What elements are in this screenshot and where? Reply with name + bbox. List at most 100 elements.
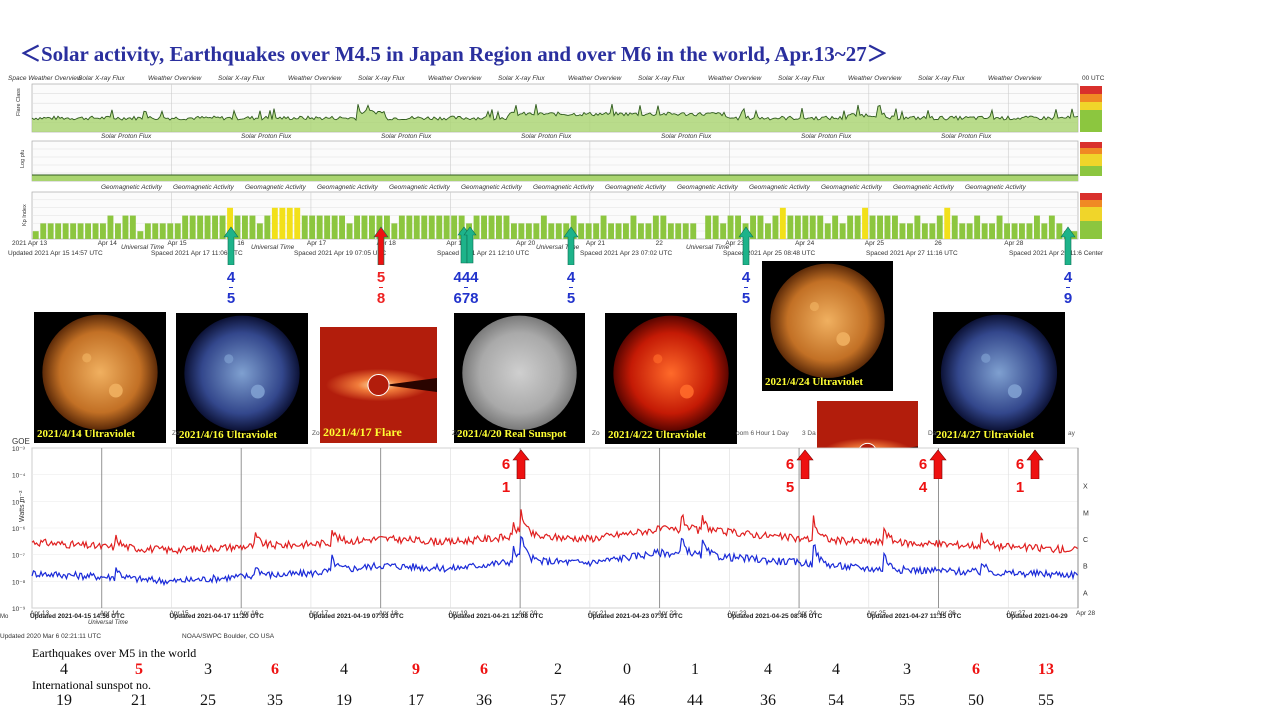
kp-bar [802, 215, 809, 239]
kp-bar [615, 223, 622, 239]
kp-bar [458, 215, 465, 239]
kp-bar [981, 223, 988, 239]
kp-bar [62, 223, 69, 239]
overview-date-tick: Apr 21 [586, 240, 606, 247]
kp-bar [966, 223, 973, 239]
upper-arrow-separator [569, 287, 573, 288]
kp-bar [705, 215, 712, 239]
goes-x-tick: Apr 23 [727, 610, 747, 617]
goes-zoom-control: Da [928, 430, 937, 437]
xray-scale-swatch [1080, 110, 1102, 132]
kp-bar [944, 207, 951, 239]
goes-series-line [31, 535, 1078, 587]
kp-bar [77, 223, 84, 239]
overview-date-tick: 22 [656, 240, 664, 247]
goes-label: GOE [12, 437, 30, 446]
upper-arrow-separator [229, 287, 233, 288]
overview-date-tick: Apr 24 [795, 240, 815, 247]
kp-bar [839, 223, 846, 239]
goes-y-label: Watts m⁻² [19, 490, 26, 522]
goes-footer-noaa: NOAA/SWPC Boulder, CO USA [182, 633, 275, 640]
kp-bar [1004, 223, 1010, 239]
earthquake-row-label: Earthquakes over M5 in the world [32, 646, 197, 660]
kp-bar [443, 215, 450, 239]
goes-x-tick: Apr 28 [1076, 610, 1096, 617]
upper-arrow-top-number: 444 [453, 269, 479, 286]
kp-bar [421, 215, 428, 239]
overview-header-label: Solar X-ray Flux [918, 75, 965, 82]
kp-bar [608, 223, 614, 239]
kp-bar [518, 223, 525, 239]
overview-header-label: Weather Overview [568, 75, 623, 82]
kp-bar [107, 215, 114, 239]
goes-x-tick: Apr 15 [169, 610, 189, 617]
flare-arrow-top-number: 6 [918, 456, 928, 473]
kp-bar [772, 215, 779, 239]
sunspot-number: 36 [476, 692, 492, 709]
proton-scale-swatch [1080, 166, 1102, 176]
overview-universal-time: Universal Time [536, 244, 580, 251]
proton-flux-label: Solar Proton Flux [381, 133, 432, 140]
upper-arrow-top-number: 4 [226, 269, 236, 286]
kp-bar [481, 215, 487, 239]
goes-zoom-control: 3 Da [802, 430, 816, 437]
kp-bar [563, 223, 570, 239]
goes-updated-label: Updated 2021-04-17 11:20 UTC [170, 613, 265, 620]
kp-bar [204, 215, 211, 239]
kp-bar [959, 223, 966, 239]
kp-bar [690, 223, 697, 239]
earthquake-count: 6 [480, 661, 488, 678]
kp-bar [929, 223, 936, 239]
overview-date-tick: 2021 Apr 13 [12, 240, 47, 247]
upper-arrow-separator [1066, 287, 1070, 288]
goes-y-tick: 10⁻⁹ [12, 606, 26, 613]
kp-bar [720, 223, 727, 239]
kp-bar [862, 207, 868, 239]
kp-bar [47, 223, 54, 239]
flare-arrow-bottom-number: 5 [785, 479, 795, 496]
kp-bar [623, 223, 629, 239]
proton-flux-box [31, 140, 1079, 182]
proton-flux-label: Solar Proton Flux [241, 133, 292, 140]
overview-header-label: Weather Overview [428, 75, 483, 82]
kp-scale-swatch [1080, 207, 1102, 214]
kp-bar [585, 223, 592, 239]
flare-arrow-bottom-number: 1 [501, 479, 511, 496]
flare-arrow-bottom-number: 4 [918, 479, 928, 496]
kp-bar [936, 215, 943, 239]
kp-bar [578, 223, 585, 239]
kp-bar [794, 215, 801, 239]
xray-axis-label: Flare Class [16, 88, 22, 116]
goes-updated-label: Updated 2021-04-25 08:46 UTC [728, 613, 823, 620]
solar-image-uv-orange: 2021/4/14 Ultraviolet [34, 312, 166, 443]
goes-zoom-control: oom 6 Hour 1 Day [736, 430, 789, 437]
kp-scale-swatch [1080, 214, 1102, 221]
solar-image-caption: 2021/4/16 Ultraviolet [179, 429, 278, 441]
upper-arrow-separator [744, 287, 748, 288]
kp-bar [727, 215, 734, 239]
overview-updated-label: Spaced 2021 Apr 29 11:6 Center [1009, 250, 1104, 257]
kp-bar [809, 215, 816, 239]
kp-bar [294, 207, 301, 239]
kp-bar [189, 215, 196, 239]
geomag-label: Geomagnetic Activity [821, 184, 883, 191]
proton-flux-label: Solar Proton Flux [941, 133, 992, 140]
upper-arrow-separator [464, 287, 468, 288]
upper-arrow-marker: 444 678 [453, 225, 479, 307]
goes-updated-label: Updated 2021-04-19 07:03 UTC [309, 613, 404, 620]
goes-footer-mo: Mo [0, 614, 9, 620]
upper-arrow-top-number: 4 [1063, 269, 1073, 286]
kp-bar [503, 215, 510, 239]
goes-y-tick: 10⁻⁴ [12, 473, 26, 480]
kp-bar [249, 215, 256, 239]
goes-class-label: A [1083, 590, 1088, 597]
kp-bar [750, 215, 756, 239]
geomag-label: Geomagnetic Activity [461, 184, 523, 191]
kp-bar [548, 223, 555, 239]
flare-arrow-bottom-number: 1 [1015, 479, 1025, 496]
kp-bar [496, 215, 502, 239]
goes-x-tick: Apr 19 [448, 610, 468, 617]
